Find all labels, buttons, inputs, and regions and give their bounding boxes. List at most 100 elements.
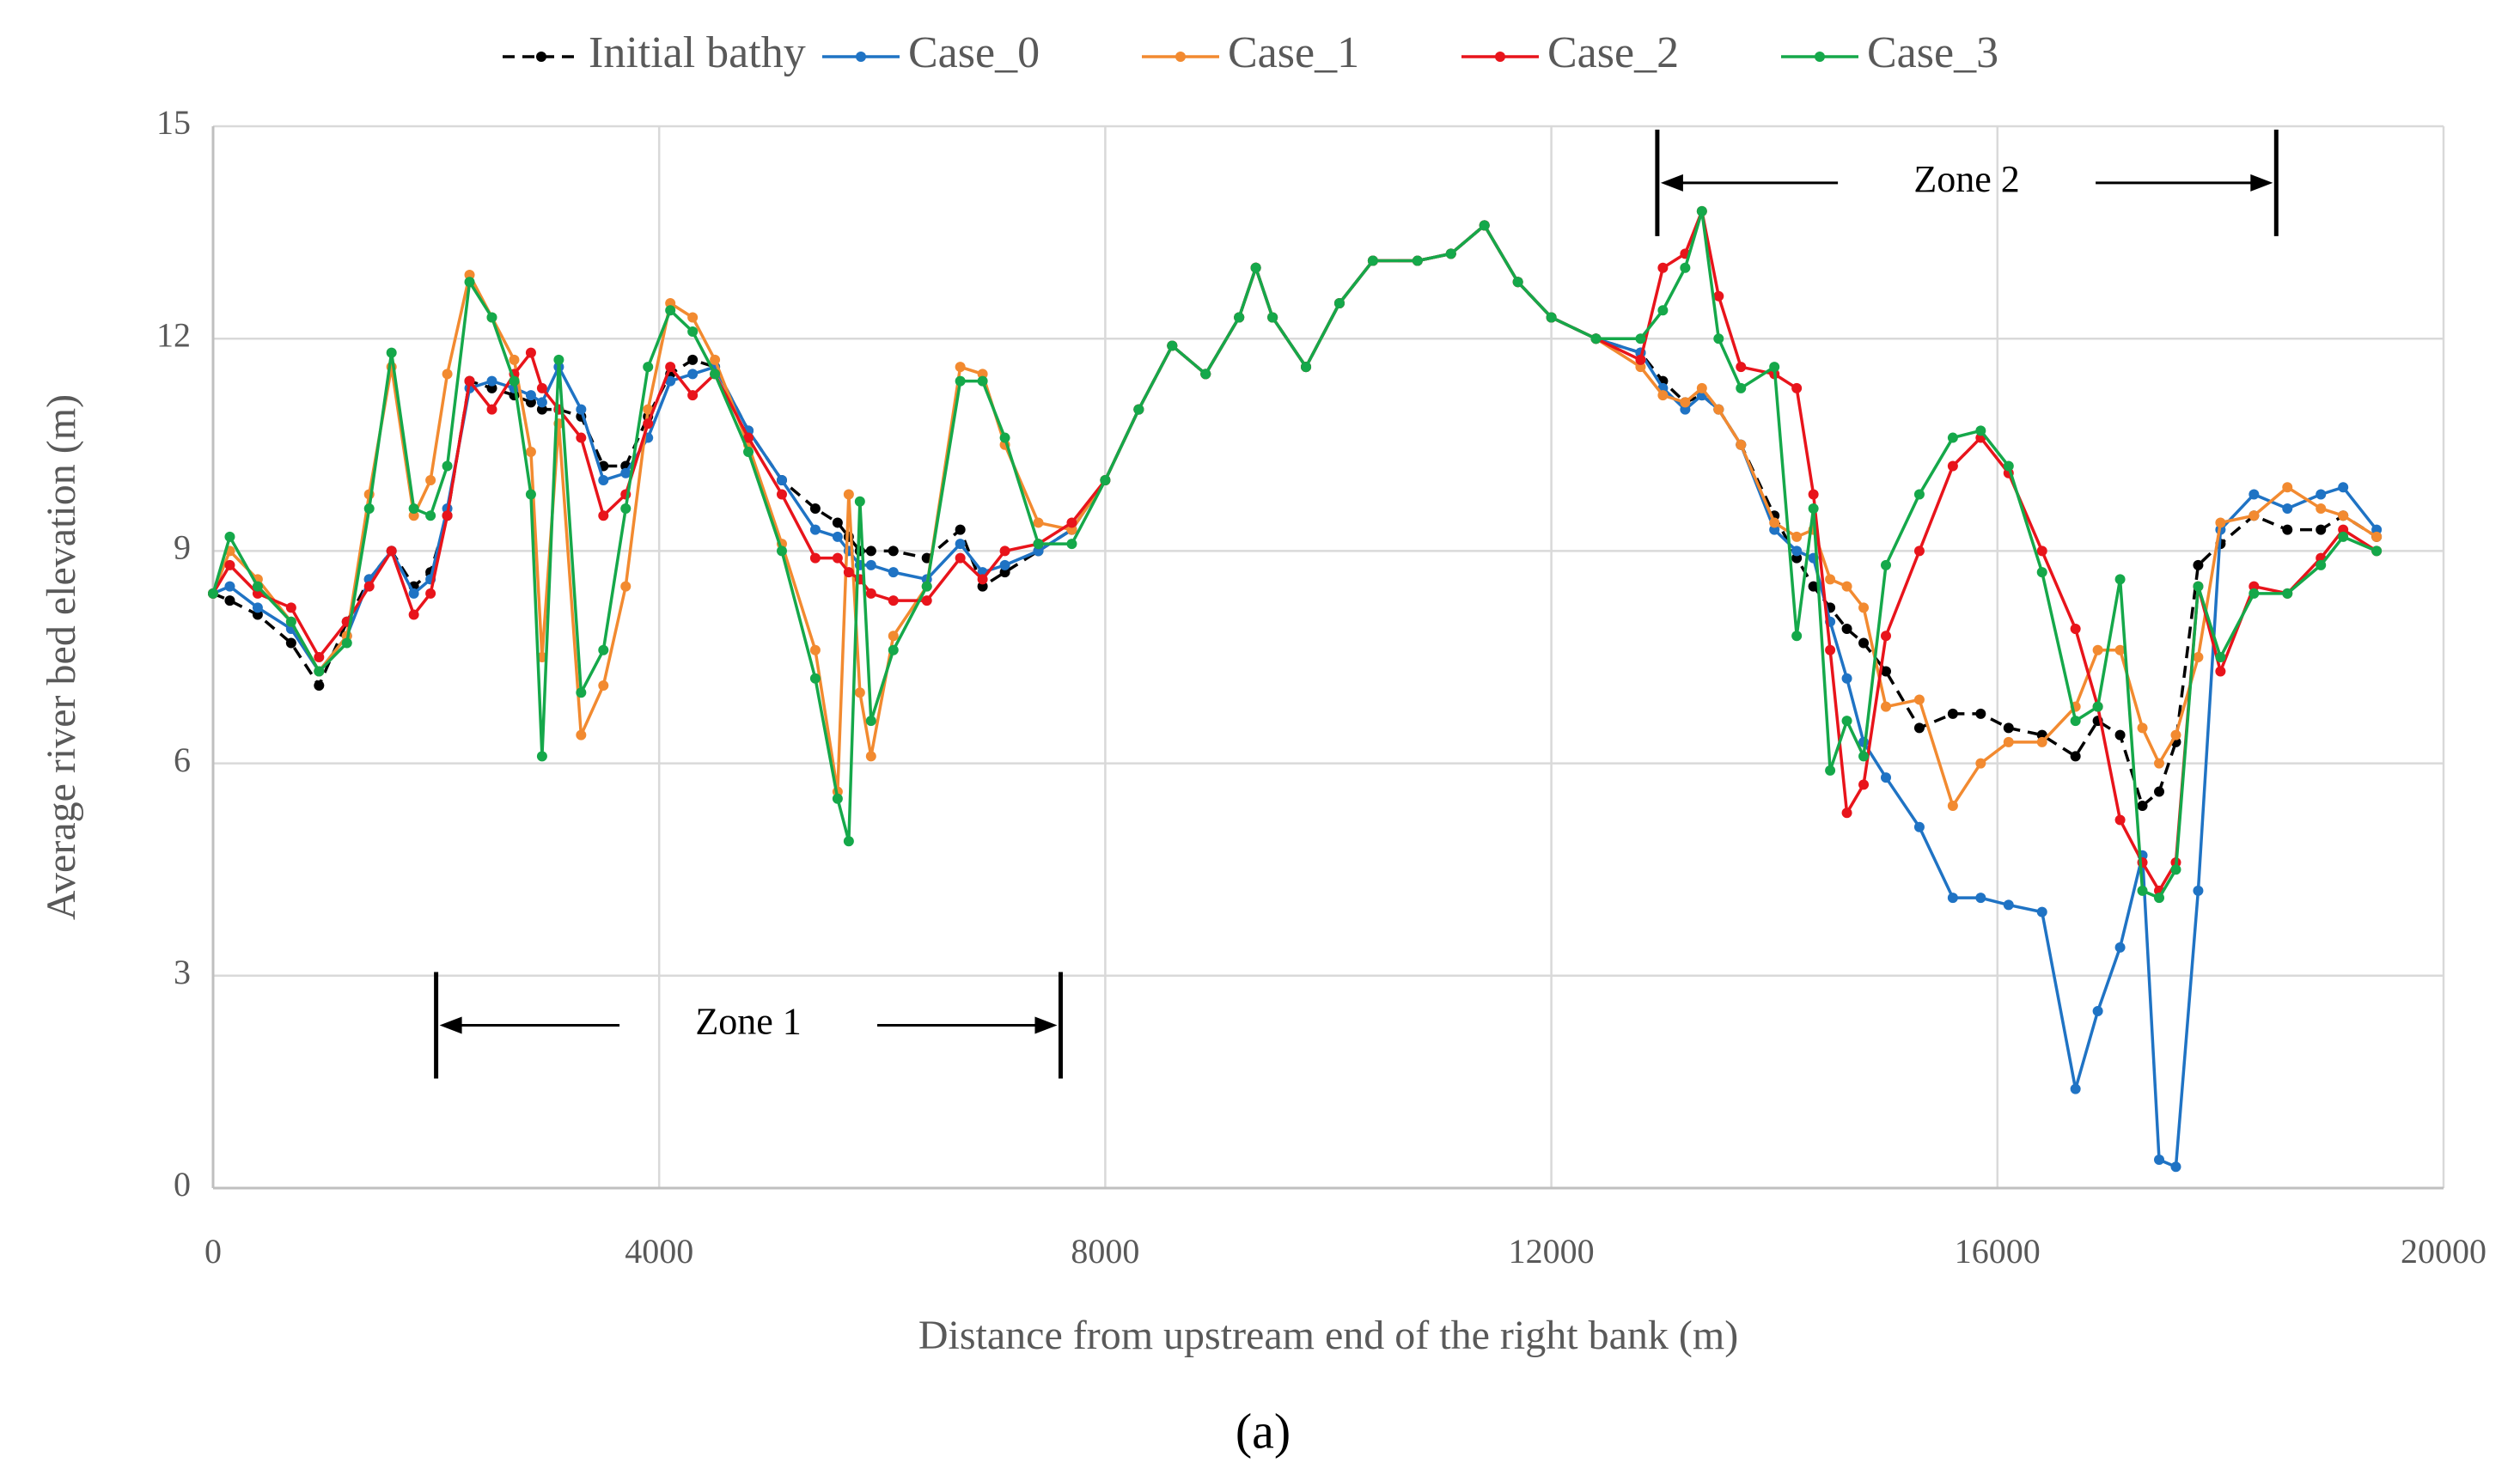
data-point: [710, 369, 721, 380]
data-point: [921, 581, 932, 592]
data-point: [809, 524, 821, 535]
x-tick-label: 8000: [1071, 1232, 1139, 1271]
data-point: [2193, 581, 2204, 592]
data-point: [665, 375, 676, 387]
data-point: [921, 595, 932, 606]
data-point: [442, 460, 453, 472]
data-point: [776, 475, 787, 485]
data-point: [525, 390, 536, 401]
data-point: [1913, 694, 1925, 705]
data-point: [2154, 786, 2165, 797]
data-point: [1412, 255, 1423, 266]
data-point: [1367, 255, 1378, 266]
data-point: [1975, 758, 1986, 769]
zone-arrowhead: [439, 1016, 462, 1034]
data-point: [2371, 531, 2383, 542]
data-point: [1975, 708, 1986, 719]
data-point: [2371, 545, 2383, 557]
data-point: [999, 432, 1010, 443]
y-tick-label: 9: [174, 528, 191, 567]
x-tick-label: 4000: [625, 1232, 693, 1271]
data-point: [1250, 262, 1261, 273]
data-point: [1947, 460, 1958, 472]
data-point: [2316, 489, 2327, 500]
data-point: [2114, 574, 2126, 585]
data-point: [363, 503, 375, 514]
data-point: [285, 602, 296, 613]
caption: (a): [1236, 1403, 1291, 1459]
data-point: [955, 375, 966, 387]
data-point: [442, 510, 453, 521]
data-point: [1167, 340, 1178, 351]
data-point: [1791, 552, 1803, 564]
x-tick-label: 0: [204, 1232, 222, 1271]
data-point: [1546, 312, 1557, 323]
data-point: [2154, 1155, 2165, 1166]
data-point: [2193, 652, 2204, 662]
data-point: [2316, 503, 2327, 514]
data-point: [525, 397, 536, 408]
data-point: [2338, 524, 2349, 535]
data-point: [865, 588, 876, 599]
data-point: [2371, 524, 2383, 535]
data-point: [2092, 644, 2103, 655]
data-point: [2282, 524, 2293, 535]
data-point: [1680, 404, 1691, 415]
data-point: [576, 404, 587, 415]
data-point: [1947, 432, 1958, 443]
data-point: [1635, 362, 1646, 373]
data-point: [2248, 510, 2260, 521]
data-point: [525, 347, 536, 358]
data-point: [2137, 801, 2148, 812]
data-point: [224, 581, 235, 592]
zone-arrowhead: [2250, 174, 2273, 192]
data-point: [425, 475, 436, 485]
data-point: [1200, 369, 1211, 380]
data-point: [2170, 1161, 2181, 1173]
data-point: [1841, 673, 1852, 684]
data-point: [2338, 510, 2349, 521]
data-point: [1066, 524, 1077, 535]
data-point: [425, 588, 436, 599]
data-point: [2248, 489, 2260, 500]
data-point: [525, 447, 536, 458]
data-point: [1841, 581, 1852, 592]
data-point: [977, 375, 988, 387]
data-point: [2092, 701, 2103, 712]
data-point: [1066, 517, 1077, 528]
data-point: [1881, 559, 1891, 570]
data-point: [1267, 312, 1278, 323]
data-point: [408, 503, 419, 514]
data-point: [2215, 652, 2226, 662]
data-point: [2114, 814, 2126, 826]
data-point: [832, 517, 843, 528]
legend-marker: [856, 52, 866, 62]
data-point: [687, 326, 699, 337]
data-point: [2003, 736, 2014, 747]
data-point: [888, 631, 899, 642]
data-point: [1100, 475, 1111, 485]
data-point: [598, 644, 609, 655]
data-point: [1791, 545, 1803, 557]
data-point: [598, 510, 609, 521]
data-point: [442, 369, 453, 380]
data-point: [1769, 362, 1780, 373]
data-point: [1947, 801, 1958, 812]
data-point: [2114, 942, 2126, 953]
y-tick-label: 0: [174, 1165, 191, 1204]
legend-label: Case_1: [1228, 28, 1359, 77]
data-point: [285, 637, 296, 649]
data-point: [2170, 729, 2181, 740]
data-point: [999, 559, 1010, 570]
data-point: [2154, 758, 2165, 769]
data-point: [2248, 581, 2260, 592]
data-point: [865, 716, 876, 727]
data-point: [643, 418, 654, 430]
data-point: [2036, 736, 2047, 747]
data-point: [977, 581, 988, 592]
data-point: [809, 644, 821, 655]
data-point: [865, 545, 876, 557]
data-point: [2215, 517, 2226, 528]
zone-arrowhead: [1660, 174, 1683, 192]
data-point: [536, 404, 547, 415]
